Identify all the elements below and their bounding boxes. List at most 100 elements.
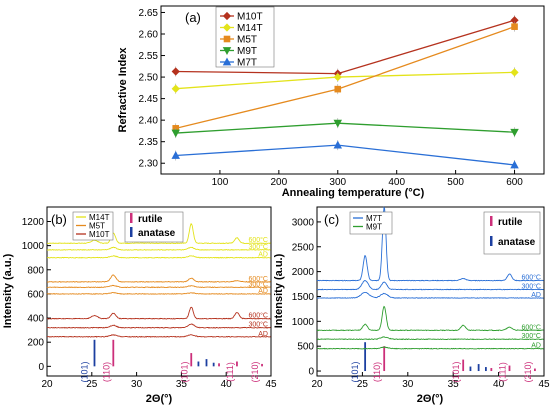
panel-b-trace-label: 600°C <box>248 236 268 244</box>
panel-b-label: (b) <box>51 212 67 227</box>
panel-c-phase-entry: anatase <box>498 237 536 248</box>
panel-a-legend-entry: M7T <box>237 58 257 69</box>
panel-c-trace-label: AD <box>531 292 541 299</box>
panel-a-point-m14t <box>510 68 519 77</box>
panel-a-series-line-m7t <box>175 144 515 166</box>
panel-a-legend-marker <box>222 47 232 55</box>
panel-a-legend-marker <box>223 35 231 43</box>
panel-c-ytick-label: 500 <box>297 342 314 353</box>
panel-a-xtick-label: 400 <box>388 177 405 188</box>
panel-a-point-m14t <box>333 72 342 82</box>
panel-a-xtick-label: 200 <box>271 177 288 188</box>
panel-c-trace-m7t <box>316 292 544 299</box>
panel-b-trace-label: 300°C <box>248 243 268 251</box>
panel-b-ticks: 20 25 30 35 40 45 0 200 400 600 800 1000 1200 <box>22 217 277 390</box>
panel-c-phase-entry: rutile <box>498 217 523 228</box>
panel-a-point-m7t <box>333 140 343 149</box>
panel-b-ytick-label: 1200 <box>22 217 45 228</box>
panel-b-xtick-label: 30 <box>131 379 143 390</box>
panel-b-trace-m10t <box>46 306 271 320</box>
panel-a-xtick-label: 500 <box>447 177 464 188</box>
panel-b-ytick-label: 1000 <box>22 241 45 252</box>
panel-a-point-m9t <box>510 128 519 137</box>
panel-b-ytick-label: 0 <box>38 362 44 373</box>
panel-c-ytick-label: 2500 <box>292 242 315 253</box>
panel-c-trace-label: AD <box>531 343 541 350</box>
panel-a-legend-marker <box>222 11 232 21</box>
panel-b-ytick-label: 800 <box>27 265 44 276</box>
panel-c-ylabel: Intensity (a.u.) <box>273 253 285 328</box>
panel-c-xtick-label: 45 <box>538 379 550 390</box>
panel-b-xtick-label: 20 <box>41 379 53 390</box>
panel-c-trace-label: 300°C <box>521 283 541 291</box>
panel-b-phase-legend: rutile anatase <box>124 211 184 243</box>
panel-b-trace-label: AD <box>258 331 268 338</box>
panel-a-legend-marker <box>222 23 232 32</box>
panel-b-trace-label: 600°C <box>248 275 268 283</box>
panel-a-plot-frame <box>160 5 545 175</box>
panel-a-ytick-label: 2.65 <box>139 8 159 19</box>
panel-c-trace-m9t <box>317 336 544 341</box>
panel-b-trace-m14t <box>46 255 271 259</box>
panel-b-ytick-label: 400 <box>27 314 44 325</box>
panel-c-xtick-label: 20 <box>311 379 323 390</box>
panel-b-ylabel: Intensity (a.u.) <box>2 253 14 328</box>
panel-b-trace-m10t <box>46 323 271 329</box>
panel-a-ytick-label: 2.40 <box>139 116 159 127</box>
panel-a-legend-entry: M5T <box>237 35 257 46</box>
panel-a-ylabel: Refractive Index <box>117 47 129 133</box>
panel-a-series-line-m9t <box>175 122 515 134</box>
panel-a-point-m5t <box>511 23 518 30</box>
panel-c-legend-entry: M7T <box>366 214 382 223</box>
panel-b-reflection-label: (210) <box>250 361 260 382</box>
panel-a-point-m5t <box>334 85 342 93</box>
panel-c-reference-sticks <box>364 342 536 372</box>
panel-b-legend-entry: M14T <box>89 213 110 222</box>
panel-a-xlabel: Annealing temperature (°C) <box>282 187 425 199</box>
panel-a-ytick-label: 2.55 <box>139 51 159 62</box>
panel-b-trace-label: AD <box>258 252 268 259</box>
panel-c-trace-label: 600°C <box>521 323 541 331</box>
panel-a-point-m9t <box>333 119 343 128</box>
panel-a-ytick-label: 2.60 <box>139 30 159 41</box>
panel-c-trace-m9t <box>316 305 544 332</box>
panel-a-legend-marker <box>222 57 232 66</box>
panel-c-label: (c) <box>324 212 339 227</box>
panel-b-ytick-label: 200 <box>27 338 44 349</box>
panel-c-reflection-label: (111) <box>497 362 507 382</box>
panel-c-xlabel: 2Θ(°) <box>417 393 444 405</box>
panel-b-phase-entry: rutile <box>138 214 163 225</box>
panel-a-legend-entry: M14T <box>237 23 263 34</box>
panel-a-xtick-label: 300 <box>329 177 346 188</box>
panel-b-xtick-label: 45 <box>265 379 277 390</box>
panel-b-trace-label: 600°C <box>248 312 268 320</box>
panel-a-point-m7t <box>510 160 519 169</box>
panel-b-xlabel: 2Θ(°) <box>146 393 173 405</box>
panel-b-reflection-label: (111) <box>225 362 235 382</box>
panel-b-phase-legend-box <box>124 211 184 243</box>
panel-a-label: (a) <box>185 10 201 25</box>
panel-b-plot-frame <box>46 206 272 377</box>
panel-b-trace-label: 300°C <box>248 321 268 329</box>
panel-a-ytick-label: 2.35 <box>139 137 159 148</box>
panel-c-plot-frame <box>316 206 545 377</box>
panel-c-ytick-label: 3000 <box>292 217 315 228</box>
panel-b-legend-entry: M5T <box>89 222 105 231</box>
panel-a-xtick-label: 100 <box>212 177 229 188</box>
panel-c-trace-m9t <box>316 346 544 350</box>
panel-c-ytick-label: 0 <box>308 367 314 378</box>
panel-b-trace-m5t <box>46 284 271 289</box>
panel-c-reflection-label: (210) <box>523 361 533 382</box>
panel-c-xtick-label: 40 <box>493 379 505 390</box>
panel-a-legend-entry: M9T <box>237 46 257 57</box>
panel-c-reflection-label: (101) <box>451 361 461 382</box>
panel-b-trace-m5t <box>46 274 271 283</box>
panel-b-reference-sticks <box>93 339 263 367</box>
panel-c-xtick-label: 30 <box>402 379 414 390</box>
